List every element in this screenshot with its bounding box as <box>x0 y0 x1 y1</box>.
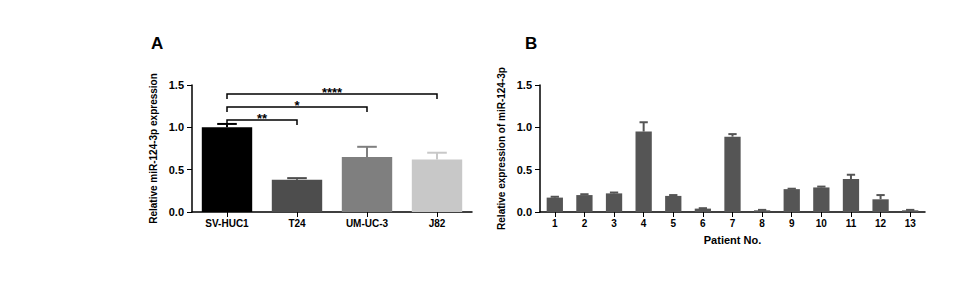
svg-text:*: * <box>294 98 300 113</box>
svg-text:0.0: 0.0 <box>517 206 532 218</box>
svg-text:T24: T24 <box>288 218 306 229</box>
svg-text:5: 5 <box>670 218 676 229</box>
svg-text:0.5: 0.5 <box>517 164 532 176</box>
svg-text:1.0: 1.0 <box>169 121 184 133</box>
svg-text:A: A <box>151 34 163 53</box>
svg-text:7: 7 <box>730 218 736 229</box>
svg-text:1.5: 1.5 <box>517 79 532 91</box>
svg-text:1: 1 <box>552 218 558 229</box>
svg-text:12: 12 <box>875 218 887 229</box>
svg-text:2: 2 <box>582 218 588 229</box>
svg-text:J82: J82 <box>429 218 446 229</box>
svg-text:9: 9 <box>789 218 795 229</box>
svg-text:SV-HUC1: SV-HUC1 <box>205 218 249 229</box>
svg-text:1.5: 1.5 <box>169 79 184 91</box>
svg-text:1.0: 1.0 <box>517 121 532 133</box>
svg-text:11: 11 <box>846 218 857 229</box>
svg-text:3: 3 <box>611 218 617 229</box>
svg-text:0.5: 0.5 <box>169 164 184 176</box>
svg-text:UM-UC-3: UM-UC-3 <box>346 218 389 229</box>
svg-text:0.0: 0.0 <box>169 206 184 218</box>
svg-text:13: 13 <box>905 218 917 229</box>
svg-text:Patient No.: Patient No. <box>704 234 761 246</box>
svg-text:****: **** <box>322 85 343 100</box>
svg-text:Relative miR-124-3p expression: Relative miR-124-3p expression <box>148 73 159 224</box>
svg-text:8: 8 <box>759 218 765 229</box>
svg-text:B: B <box>525 34 537 53</box>
svg-text:6: 6 <box>700 218 706 229</box>
svg-text:10: 10 <box>816 218 828 229</box>
svg-text:**: ** <box>257 111 268 126</box>
svg-text:Relative expression of miR-124: Relative expression of miR-124-3p <box>496 67 507 230</box>
svg-text:4: 4 <box>641 218 647 229</box>
